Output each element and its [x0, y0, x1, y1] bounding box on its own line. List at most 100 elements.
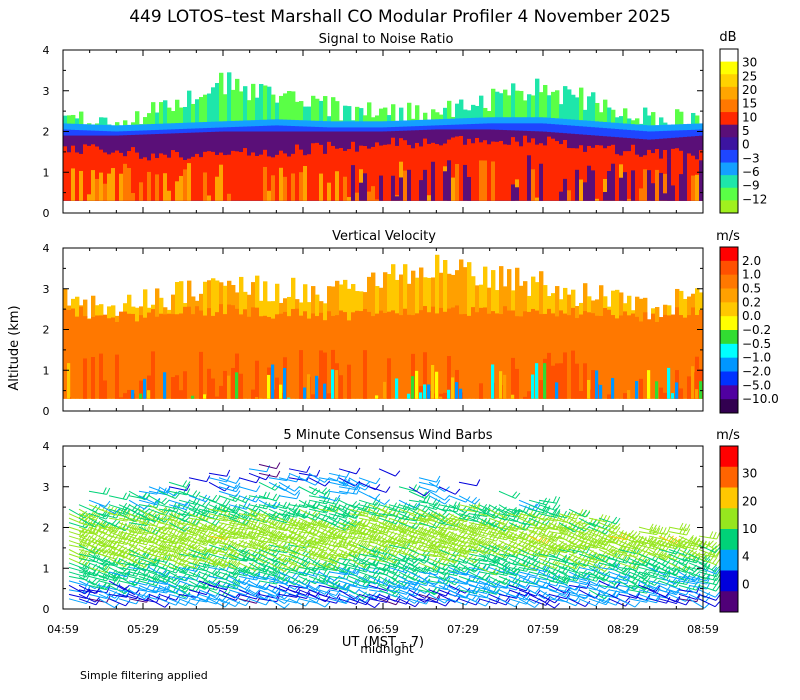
wind-barb-flag	[451, 519, 458, 525]
wind-barb-shaft	[468, 593, 487, 599]
wind-barb-shaft	[128, 490, 146, 501]
wind-barb-shaft	[348, 481, 366, 491]
wind-barb-shaft	[338, 499, 356, 509]
wind-barb-shaft	[358, 477, 377, 485]
colorbar-label: −10.0	[742, 392, 779, 406]
vv-cell	[571, 350, 576, 399]
wind-barb-flag	[232, 561, 238, 568]
vv-cell	[575, 318, 580, 399]
vv-cell	[583, 311, 588, 399]
vv-cell	[259, 316, 264, 399]
vv-cell	[319, 350, 324, 399]
wind-barb-shaft	[268, 593, 285, 605]
colorbar-swatch	[720, 371, 738, 386]
wind-barb-shaft	[128, 584, 147, 591]
wind-barb-flag	[515, 492, 521, 499]
wind-barb-flag	[154, 516, 161, 523]
vv-cell	[543, 363, 547, 399]
wind-barb-shaft	[128, 598, 147, 603]
wind-barb-flag	[276, 470, 281, 478]
wind-barb-flag	[511, 491, 518, 498]
wind-barb-flag	[505, 518, 511, 525]
wind-barb-flag	[242, 517, 248, 524]
wind-barb-flag	[302, 530, 308, 537]
vv-cell	[499, 371, 503, 399]
snr-cell	[139, 182, 144, 201]
wind-barb-shaft	[238, 477, 257, 484]
wind-barb-shaft	[448, 571, 467, 576]
wind-barb-shaft	[108, 593, 127, 598]
wind-barb-flag	[172, 554, 177, 561]
vv-cell	[303, 387, 307, 399]
wind-barb-flag	[456, 502, 461, 509]
wind-barb-flag	[395, 549, 401, 556]
vv-cell	[619, 315, 624, 399]
vv-cell	[95, 315, 100, 399]
wind-barb-flag	[275, 532, 281, 539]
snr-cell	[511, 137, 516, 201]
wind-barb-flag	[192, 490, 198, 497]
wind-barb-flag	[336, 497, 341, 505]
wind-barb-shaft	[118, 598, 137, 605]
wind-barb-flag	[366, 509, 371, 517]
wind-barb-flag	[504, 508, 510, 514]
wind-barb-shaft	[268, 584, 287, 592]
wind-barb-shaft	[168, 593, 187, 600]
wind-barb-shaft	[278, 580, 296, 590]
wind-barb-flag	[302, 561, 308, 568]
wind-barb-shaft	[348, 598, 367, 606]
vv-cell	[355, 310, 360, 399]
wind-barb-shaft	[458, 598, 477, 606]
wind-barb-flag	[101, 582, 107, 589]
wind-barb-flag	[115, 531, 121, 538]
wind-barb-shaft	[498, 593, 517, 599]
wind-barb-flag	[155, 498, 161, 506]
wind-barb-flag	[445, 600, 451, 607]
vv-cell	[623, 393, 628, 399]
wind-barb-flag	[204, 584, 211, 590]
wind-barb-flag	[486, 583, 491, 590]
snr-cell	[339, 147, 344, 201]
snr-cell	[279, 167, 284, 201]
wind-barb-flag	[481, 563, 488, 570]
vv-heatmap	[63, 254, 704, 399]
vv-cell	[191, 314, 196, 399]
vv-cell	[191, 395, 195, 399]
wind-barb-flag	[114, 508, 120, 514]
wind-barb-shaft	[418, 477, 437, 483]
wind-barb-flag	[115, 595, 121, 602]
vv-cell	[423, 384, 427, 399]
wind-barb-flag	[422, 536, 427, 544]
wind-barb-shaft	[318, 571, 335, 582]
wind-barb-flag	[228, 539, 234, 546]
vv-cell	[599, 315, 604, 399]
wind-barb-flag	[295, 573, 301, 580]
vv-cell	[419, 392, 423, 399]
wind-barb-flag	[211, 547, 217, 553]
wind-barb-flag	[292, 503, 298, 510]
snr-cell	[79, 170, 84, 201]
wind-barb-flag	[392, 502, 398, 509]
vv-cell	[483, 307, 488, 399]
wind-barb-flag	[204, 579, 210, 586]
wind-barb-shaft	[258, 481, 276, 491]
wind-barb-flag	[359, 542, 364, 549]
wind-barb-shaft	[328, 490, 347, 495]
vv-cell	[215, 312, 220, 399]
colorbar-swatch	[720, 260, 738, 276]
wind-barb-flag	[114, 538, 121, 545]
wind-barb-flag	[151, 555, 157, 562]
wind-barb-flag	[321, 487, 328, 494]
wind-barb-flag	[136, 570, 141, 577]
wind-barb-shaft	[258, 472, 277, 478]
vv-cell	[331, 369, 335, 399]
snr-cell	[247, 155, 252, 201]
colorbar-swatch	[720, 330, 738, 345]
vv-cell	[679, 315, 684, 399]
wind-barb-flag	[442, 504, 448, 511]
snr-cell	[495, 141, 500, 201]
wind-barb-flag	[258, 535, 264, 542]
wind-barb-flag	[355, 567, 361, 574]
wind-barb-shaft	[398, 598, 416, 608]
wind-barb-flag	[268, 543, 274, 550]
